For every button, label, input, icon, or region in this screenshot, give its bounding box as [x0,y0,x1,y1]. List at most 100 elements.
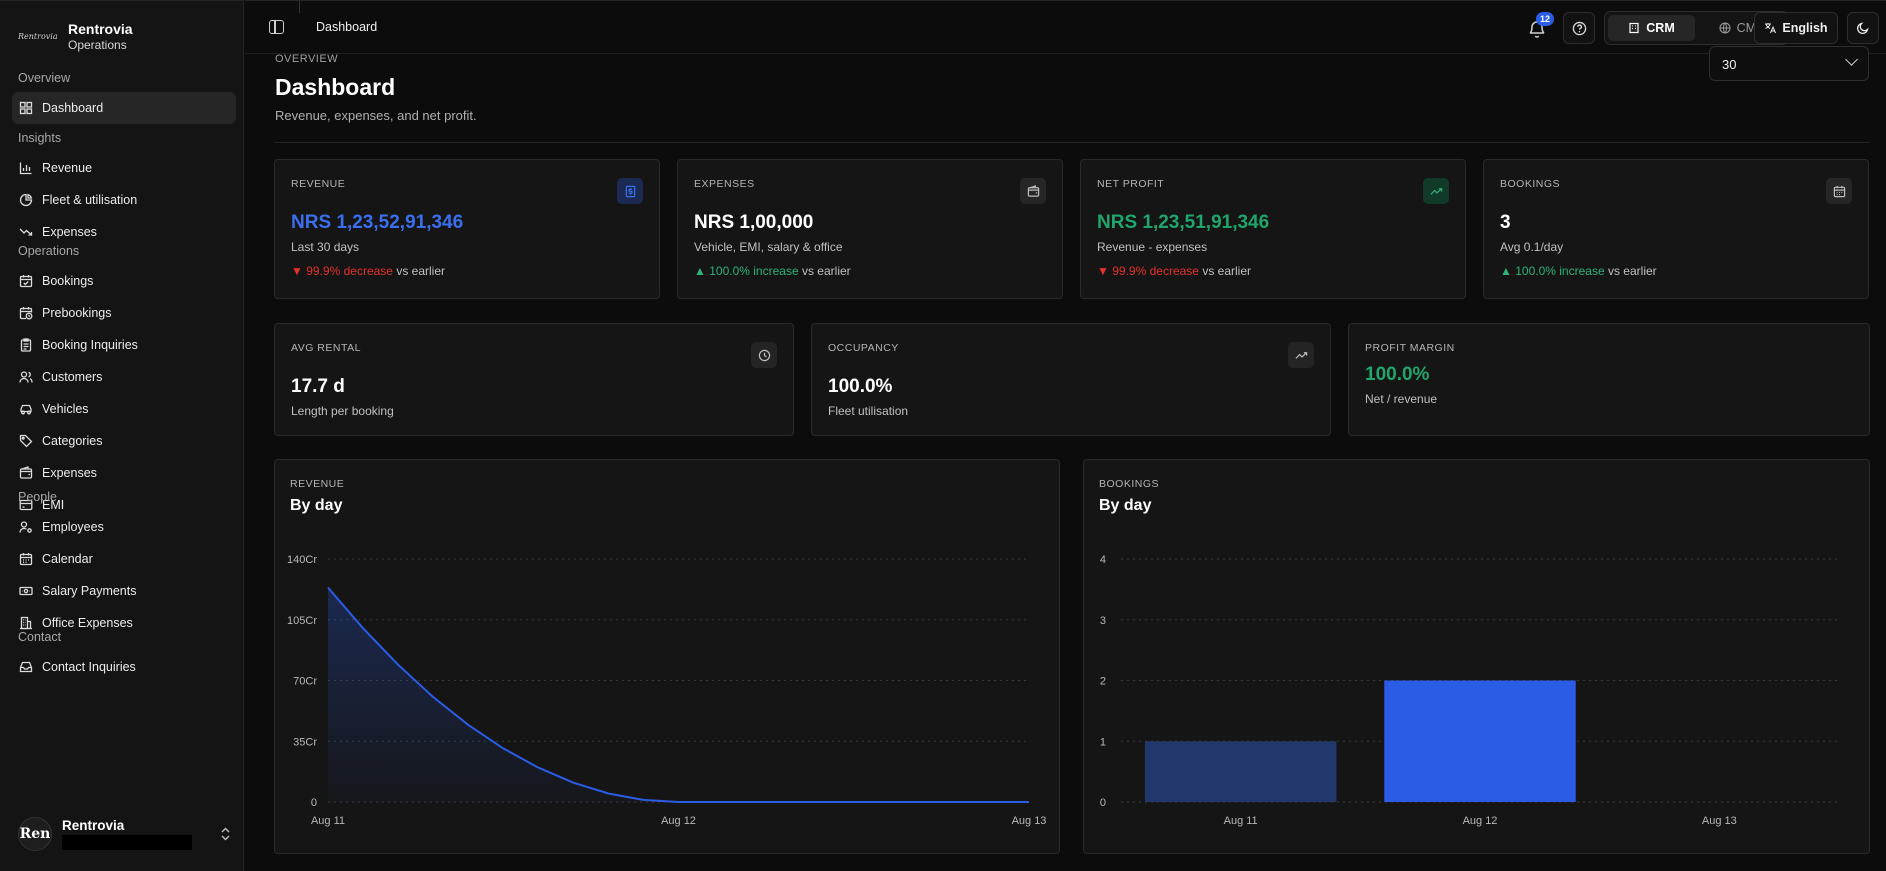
sidebar-item-customers[interactable]: Customers [12,361,236,393]
metric-label: AVG RENTAL [291,342,361,354]
stat-trend: ▼ 99.9% decrease vs earlier [291,264,445,278]
metric-card-profit-margin: PROFIT MARGIN 100.0% Net / revenue [1348,323,1870,436]
calendar-check-icon [19,274,33,288]
sidebar-item-emi[interactable]: EMI [12,489,236,521]
sidebar-item-categories[interactable]: Categories [12,425,236,457]
trend-value: 100.0% increase [709,264,799,278]
inbox-icon [19,660,33,674]
sidebar: Rentrovia Rentrovia Operations Overview D… [0,0,244,871]
crm-tab[interactable]: CRM [1608,15,1695,41]
avatar: Ren [18,817,52,851]
calendar-icon [19,553,33,566]
inbox-icon [19,661,33,673]
calendar-clock-icon [19,306,33,320]
stat-label: EXPENSES [694,178,755,190]
trend-value: 99.9% decrease [306,264,393,278]
sidebar-item-label: Calendar [42,552,93,566]
sidebar-item-fleet-utilisation[interactable]: Fleet & utilisation [12,184,236,216]
user-cog-icon [19,521,32,533]
sidebar-item-revenue[interactable]: Revenue [12,152,236,184]
sidebar-item-label: Contact Inquiries [42,660,136,674]
y-tick-label: 1 [1100,736,1106,748]
date-range-select[interactable]: 30 [1709,46,1869,81]
wallet-icon [19,466,33,479]
sidebar-item-expenses[interactable]: Expenses [12,457,236,489]
y-tick-label: 140Cr [287,554,317,566]
metric-value: 100.0% [828,376,893,397]
trend-arrow-icon: ▼ [1097,264,1109,278]
sidebar-item-expenses[interactable]: Expenses [12,216,236,248]
stat-icon-box [1423,178,1449,204]
stat-card-net-profit: NET PROFIT NRS 1,23,51,91,346 Revenue - ex… [1080,159,1466,299]
metric-card-occupancy: OCCUPANCY 100.0% Fleet utilisation [811,323,1331,436]
credit-card-icon [19,498,33,512]
sidebar-item-employees[interactable]: Employees [12,511,236,543]
sidebar-item-label: Office Expenses [42,616,133,630]
clipboard-icon [19,338,33,352]
nav-group-label: Insights [18,131,62,145]
sidebar-toggle-icon[interactable] [269,20,284,34]
sidebar-item-vehicles[interactable]: Vehicles [12,393,236,425]
sidebar-item-booking-inquiries[interactable]: Booking Inquiries [12,329,236,361]
notification-badge: 12 [1536,12,1554,26]
stat-trend: ▲ 100.0% increase vs earlier [694,264,851,278]
y-tick-label: 70Cr [293,676,317,688]
chart-label: REVENUE [290,478,345,490]
banknote-icon [19,586,33,596]
user-menu[interactable]: Ren Rentrovia [18,817,230,851]
chart-label: BOOKINGS [1099,478,1160,490]
sidebar-item-bookings[interactable]: Bookings [12,265,236,297]
sidebar-item-prebookings[interactable]: Prebookings [12,297,236,329]
brand[interactable]: Rentrovia Rentrovia Operations [18,21,133,53]
trending-down-icon [19,225,33,239]
sidebar-item-label: Bookings [42,274,94,288]
bar[interactable] [1384,680,1576,803]
bar[interactable] [1144,741,1337,802]
y-tick-label: 0 [311,797,317,809]
sidebar-item-label: Expenses [42,466,97,480]
metric-value: 100.0% [1365,364,1430,385]
sidebar-item-salary-payments[interactable]: Salary Payments [12,575,236,607]
revenue-line [327,586,1029,803]
nav-group: People Employees Calendar Salary Payments Of… [12,488,236,639]
nav-group: Insights Revenue Fleet & utilisation Expens… [12,129,236,248]
sidebar-item-dashboard[interactable]: Dashboard [12,92,236,124]
metric-value: 17.7 d [291,376,345,397]
trending-up-icon [1430,187,1442,195]
theme-toggle-button[interactable] [1847,12,1879,44]
language-label: English [1782,21,1828,35]
car-icon [20,404,32,415]
sidebar-item-office-expenses[interactable]: Office Expenses [12,607,236,639]
stat-card-bookings: BOOKINGS 3 Avg 0.1/day ▲ 100.0% increase vs… [1483,159,1869,299]
x-tick-label: Aug 13 [1702,815,1737,827]
metric-label: OCCUPANCY [828,342,899,354]
sidebar-item-calendar[interactable]: Calendar [12,543,236,575]
sidebar-item-contact-inquiries[interactable]: Contact Inquiries [12,651,236,683]
help-button[interactable] [1563,12,1595,44]
sidebar-item-label: Fleet & utilisation [42,193,138,207]
bar-chart-icon [19,161,33,175]
redacted-email [62,835,192,850]
y-tick-label: 4 [1100,554,1106,566]
pie-chart-icon [19,193,33,207]
stat-card-revenue: REVENUE NRS 1,23,52,91,346 Last 30 days ▼ 9… [274,159,660,299]
nav-group-label: Operations [18,244,80,258]
main-content: OVERVIEW Dashboard Revenue, expenses, an… [274,46,1870,871]
chevrons-up-down-icon [221,827,230,844]
stat-trend: ▼ 99.9% decrease vs earlier [1097,264,1251,278]
sidebar-item-label: EMI [42,498,65,512]
stat-label: NET PROFIT [1097,178,1165,190]
trend-comparison: vs earlier [801,264,851,278]
wallet-icon [1027,184,1039,197]
language-button[interactable]: English [1754,12,1838,44]
y-tick-label: 2 [1100,676,1106,688]
metric-note: Fleet utilisation [828,404,909,418]
bar-chart-icon [19,162,32,175]
page-subtitle: Revenue, expenses, and net profit. [275,108,477,123]
nav-group-label: People [18,490,57,504]
x-tick-label: Aug 12 [661,815,696,827]
brand-logo: Rentrovia [18,32,58,41]
calendar-icon [19,552,33,566]
users-icon [19,371,33,383]
building-icon [20,616,32,630]
